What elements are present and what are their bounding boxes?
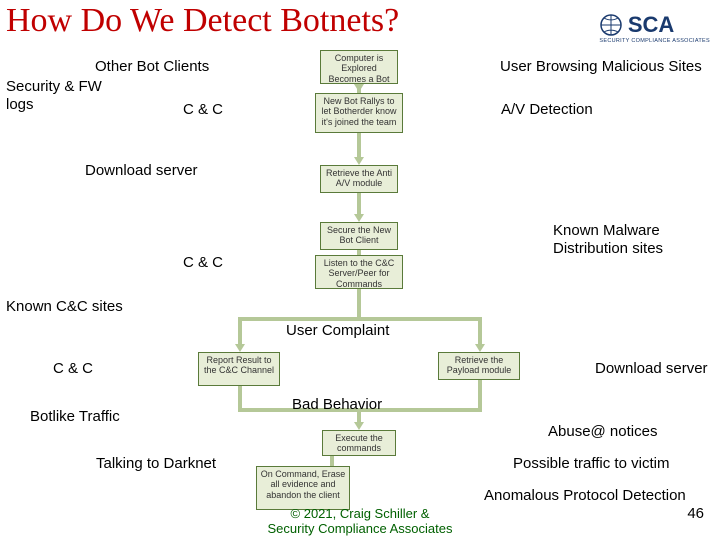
- label-botlike-traffic: Botlike Traffic: [30, 408, 120, 426]
- connector: [330, 456, 334, 466]
- flow-box-4: Secure the New Bot Client: [320, 222, 398, 250]
- label-talking-darknet: Talking to Darknet: [96, 455, 216, 473]
- flow-box-6: Report Result to the C&C Channel: [198, 352, 280, 386]
- flow-box-2: New Bot Rallys to let Botherder know it'…: [315, 93, 403, 133]
- label-download-server-1: Download server: [85, 162, 198, 180]
- arrow-icon: [354, 422, 364, 430]
- label-security-fw: Security & FW logs: [6, 78, 116, 114]
- arrow-icon: [475, 344, 485, 352]
- page-number: 46: [687, 505, 704, 522]
- label-bad-behavior: Bad Behavior: [292, 396, 382, 414]
- flow-box-7: Retrieve the Payload module: [438, 352, 520, 380]
- flow-box-5: Listen to the C&C Server/Peer for Comman…: [315, 255, 403, 289]
- flow-box-3: Retrieve the Anti A/V module: [320, 165, 398, 193]
- connector: [357, 250, 361, 255]
- label-abuse-notices: Abuse@ notices: [548, 423, 657, 441]
- arrow-icon: [354, 157, 364, 165]
- label-known-cc-sites: Known C&C sites: [6, 298, 123, 316]
- logo-subtext: SECURITY COMPLIANCE ASSOCIATES: [599, 38, 710, 44]
- connector: [240, 317, 480, 321]
- connector: [478, 380, 482, 410]
- label-user-browsing: User Browsing Malicious Sites: [500, 58, 702, 76]
- flow-box-8: Execute the commands: [322, 430, 396, 456]
- label-possible-traffic: Possible traffic to victim: [513, 455, 669, 473]
- copyright-credit: © 2021, Craig Schiller &Security Complia…: [0, 506, 720, 536]
- sca-logo: SCA SECURITY COMPLIANCE ASSOCIATES: [599, 12, 710, 44]
- label-other-bot-clients: Other Bot Clients: [95, 58, 209, 76]
- label-cc1: C & C: [183, 101, 223, 119]
- connector: [357, 289, 361, 319]
- globe-icon: [599, 13, 623, 37]
- arrow-icon: [354, 84, 364, 92]
- label-known-malware: Known Malware Distribution sites: [553, 222, 693, 258]
- label-av-detection: A/V Detection: [501, 101, 593, 119]
- connector: [238, 386, 242, 410]
- label-cc2: C & C: [183, 254, 223, 272]
- label-download-server-2: Download server: [595, 360, 708, 378]
- flow-box-9: On Command, Erase all evidence and aband…: [256, 466, 350, 510]
- flow-box-1: Computer is Explored Becomes a Bot: [320, 50, 398, 84]
- label-user-complaint: User Complaint: [286, 322, 389, 340]
- arrow-icon: [354, 214, 364, 222]
- logo-text: SCA: [628, 12, 674, 37]
- label-anomalous: Anomalous Protocol Detection: [484, 487, 686, 505]
- slide-title: How Do We Detect Botnets?: [6, 2, 399, 40]
- label-cc3: C & C: [53, 360, 93, 378]
- arrow-icon: [235, 344, 245, 352]
